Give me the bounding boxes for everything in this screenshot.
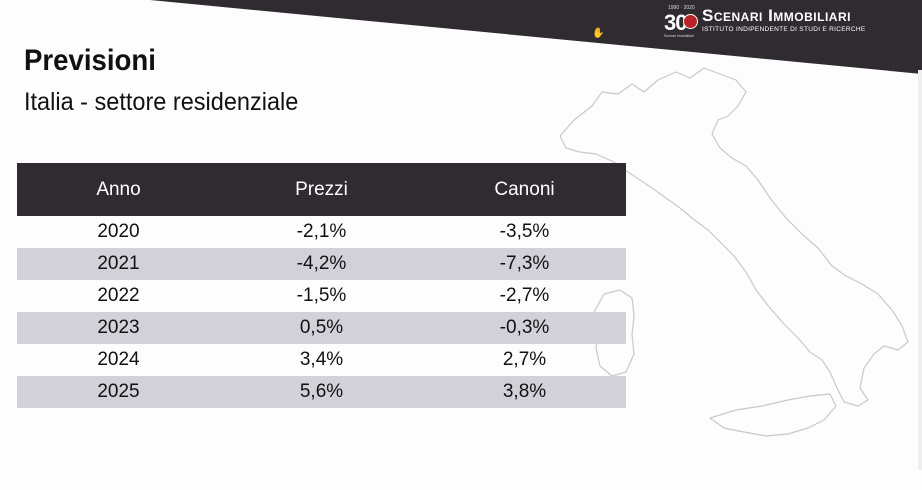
hand-cursor-icon: ✋	[592, 28, 605, 39]
logo-seal-icon	[683, 14, 698, 29]
slide-title: Previsioni	[24, 44, 156, 77]
cell-anno: 2021	[17, 248, 220, 280]
cell-canoni: 3,8%	[423, 376, 626, 408]
slide-subtitle: Italia - settore residenziale	[24, 88, 299, 116]
logo-number: 30	[664, 10, 688, 35]
cell-prezzi: -2,1%	[296, 221, 347, 242]
cell-prezzi: 5,6%	[220, 376, 423, 408]
table-row: 2021 -4,2% -7,3%	[17, 248, 626, 280]
forecast-table: Anno Prezzi Canoni 2020 -2,1% -3,5% 2021…	[17, 163, 626, 408]
logo-tagline: ISTITUTO INDIPENDENTE DI STUDI E RICERCH…	[702, 26, 866, 33]
window-edge	[918, 70, 922, 470]
cell-anno: 2023	[17, 312, 220, 344]
cell-canoni: 2,7%	[502, 349, 547, 370]
cell-canoni: -3,5%	[499, 221, 550, 242]
cell-canoni: -0,3%	[423, 312, 626, 344]
header-prezzi: Prezzi	[220, 163, 423, 216]
table-row: 2024 3,4% 2,7%	[17, 344, 626, 376]
cell-canoni: -7,3%	[423, 248, 626, 280]
logo-name: Scenari Immobiliari	[702, 6, 851, 25]
cell-prezzi: -1,5%	[296, 285, 347, 306]
cell-prezzi: 3,4%	[299, 349, 344, 370]
table-row: 2023 0,5% -0,3%	[17, 312, 626, 344]
logo-years: 1990 · 2020	[668, 5, 695, 11]
cell-anno: 2025	[17, 376, 220, 408]
cell-canoni: -2,7%	[499, 285, 550, 306]
cell-anno: 2022	[97, 285, 140, 306]
logo-tiny-text: Scenari Immobiliari	[664, 34, 694, 38]
table-row: 2022 -1,5% -2,7%	[17, 280, 626, 312]
top-banner	[150, 0, 922, 74]
cell-prezzi: -4,2%	[220, 248, 423, 280]
header-canoni: Canoni	[423, 163, 626, 216]
cell-anno: 2024	[97, 349, 140, 370]
header-anno: Anno	[17, 163, 220, 216]
cell-prezzi: 0,5%	[220, 312, 423, 344]
table-row: 2020 -2,1% -3,5%	[17, 216, 626, 248]
table-header-row: Anno Prezzi Canoni	[17, 163, 626, 216]
table-row: 2025 5,6% 3,8%	[17, 376, 626, 408]
cell-anno: 2020	[97, 221, 140, 242]
